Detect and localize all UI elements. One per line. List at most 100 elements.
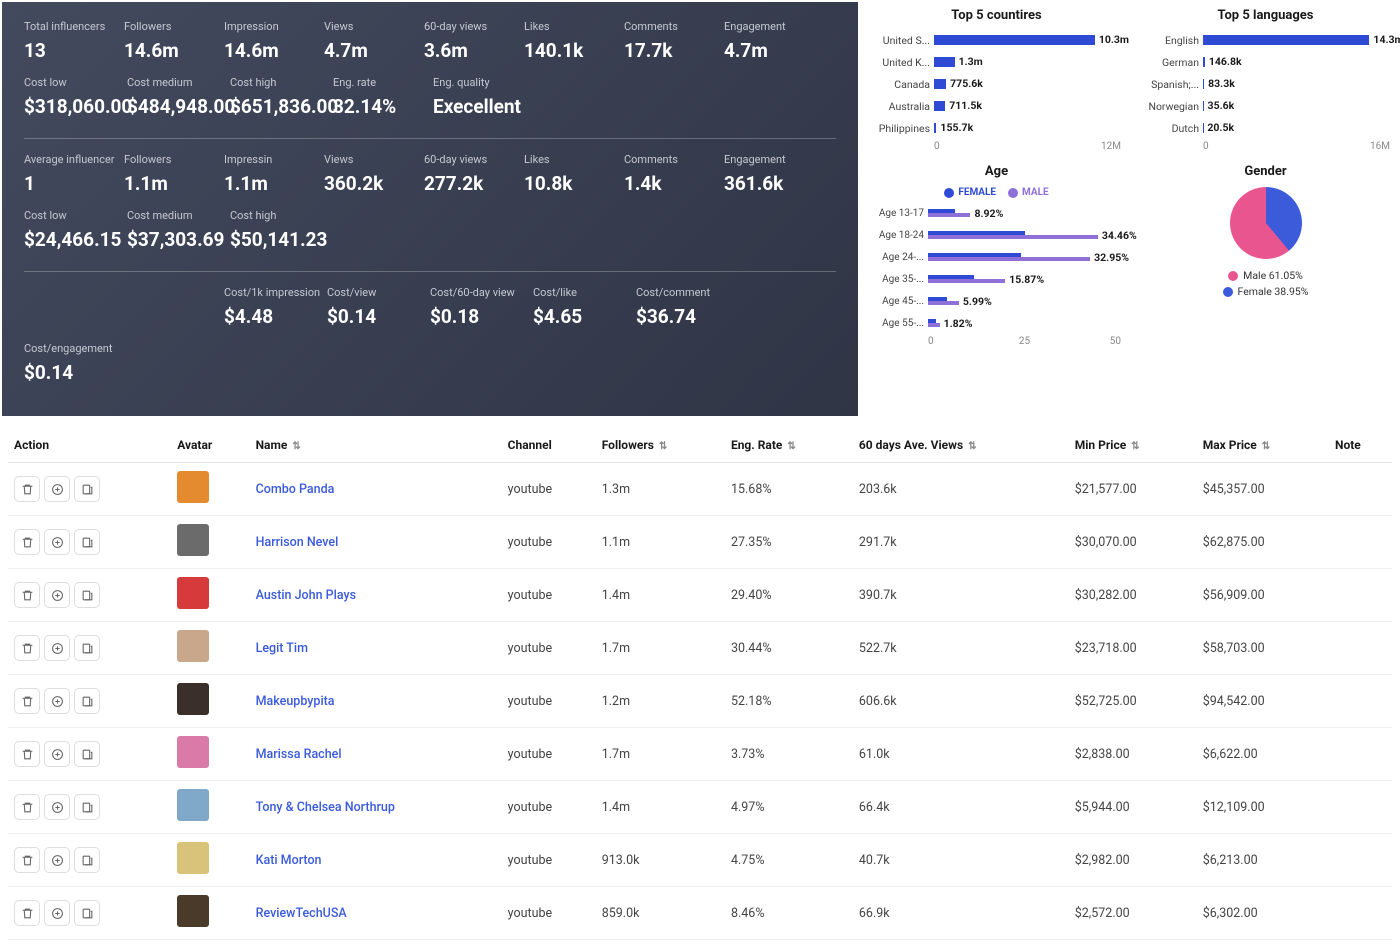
bar-label: Age 24-... [872,252,928,263]
stat-item: Cost/1k impression$4.48 [224,286,327,328]
delete-button[interactable] [14,900,40,926]
chart-title: Age [872,164,1121,179]
stat-value: 13 [24,39,124,62]
note-button[interactable] [74,688,100,714]
table-row: Austin John Plays youtube 1.4m 29.40% 39… [8,569,1392,622]
col-header[interactable]: Name ⇅ [250,428,502,463]
stat-item: Cost/comment$36.74 [636,286,739,328]
stat-label: Engagement [724,153,824,166]
add-button[interactable] [44,476,70,502]
age-row: Age 18-24 34.46% [872,226,1121,244]
name-link[interactable]: Tony & Chelsea Northrup [256,800,395,815]
followers-cell: 1.1m [596,516,725,569]
note-button[interactable] [74,847,100,873]
stat-label: Cost high [230,76,333,89]
stat-item: Cost medium$37,303.69 [127,209,230,251]
name-link[interactable]: Combo Panda [256,482,335,497]
delete-button[interactable] [14,847,40,873]
bar-value: 146.8k [1209,55,1242,68]
add-button[interactable] [44,741,70,767]
eng-cell: 4.75% [725,834,853,887]
col-header[interactable]: Followers ⇅ [596,428,725,463]
stat-label: Cost/comment [636,286,739,299]
note-cell [1329,569,1392,622]
stat-item: Cost high$50,141.23 [230,209,333,251]
bar-label: Norwegian [1141,100,1203,113]
avatar [177,524,209,556]
stat-item: Cost/60-day view$0.18 [430,286,533,328]
table-row: ReviewTechUSA youtube 859.0k 8.46% 66.9k… [8,887,1392,940]
avatar [177,683,209,715]
stat-value: 3.6m [424,39,524,62]
add-button[interactable] [44,900,70,926]
add-button[interactable] [44,635,70,661]
followers-cell: 913.0k [596,834,725,887]
note-button[interactable] [74,529,100,555]
col-header[interactable]: Min Price ⇅ [1069,428,1197,463]
channel-cell: youtube [502,463,596,516]
stat-item: Cost medium$484,948.00 [127,76,230,118]
col-header[interactable]: Eng. Rate ⇅ [725,428,853,463]
stat-label: Cost low [24,209,127,222]
delete-button[interactable] [14,794,40,820]
stat-value: 4.7m [324,39,424,62]
chart-title: Top 5 countires [872,8,1121,23]
delete-button[interactable] [14,741,40,767]
bar-label: Spanish;... [1141,78,1203,91]
name-link[interactable]: Legit Tim [256,641,308,656]
add-button[interactable] [44,794,70,820]
name-link[interactable]: Marissa Rachel [256,747,342,762]
name-link[interactable]: Harrison Nevel [256,535,339,550]
note-button[interactable] [74,635,100,661]
avatar [177,736,209,768]
name-link[interactable]: Kati Morton [256,853,322,868]
stat-label: Engagement [724,20,824,33]
bar-row: Philippines 155.7k [872,119,1121,137]
note-cell [1329,463,1392,516]
views-cell: 203.6k [853,463,1069,516]
charts-panel: Top 5 countires United S... 10.3m United… [868,2,1398,416]
stat-label: Eng. quality [433,76,533,89]
name-link[interactable]: Austin John Plays [256,588,356,603]
delete-button[interactable] [14,582,40,608]
stat-value: $318,060.00 [24,95,127,118]
note-button[interactable] [74,900,100,926]
stat-label: Followers [124,153,224,166]
name-link[interactable]: ReviewTechUSA [256,906,347,921]
channel-cell: youtube [502,887,596,940]
delete-button[interactable] [14,635,40,661]
col-header[interactable]: Max Price ⇅ [1197,428,1329,463]
add-button[interactable] [44,582,70,608]
bar-label: Philippines [872,122,934,135]
stat-value: 1.1m [124,172,224,195]
col-header[interactable]: 60 days Ave. Views ⇅ [853,428,1069,463]
delete-button[interactable] [14,529,40,555]
eng-cell: 52.18% [725,675,853,728]
legend-male: Male 61.05% [1141,269,1390,282]
add-button[interactable] [44,529,70,555]
avatar [177,842,209,874]
stat-label: Comments [624,20,724,33]
bar-row: Australia 711.5k [872,97,1121,115]
delete-button[interactable] [14,476,40,502]
minprice-cell: $2,572.00 [1069,887,1197,940]
stat-item: Likes10.8k [524,153,624,195]
bar-label: United S... [872,34,934,47]
note-button[interactable] [74,476,100,502]
bar-label: Dutch [1141,122,1203,135]
note-button[interactable] [74,794,100,820]
add-button[interactable] [44,847,70,873]
bar-value: 775.6k [950,77,983,90]
stat-label: Cost/engagement [24,342,127,355]
delete-button[interactable] [14,688,40,714]
gender-pie [1230,187,1302,259]
stat-label: Impressin [224,153,324,166]
minprice-cell: $23,718.00 [1069,622,1197,675]
note-button[interactable] [74,741,100,767]
table-row: Harrison Nevel youtube 1.1m 27.35% 291.7… [8,516,1392,569]
note-button[interactable] [74,582,100,608]
add-button[interactable] [44,688,70,714]
name-link[interactable]: Makeupbypita [256,694,335,709]
stat-value: $0.18 [430,305,533,328]
stat-label: Average influencer [24,153,124,166]
